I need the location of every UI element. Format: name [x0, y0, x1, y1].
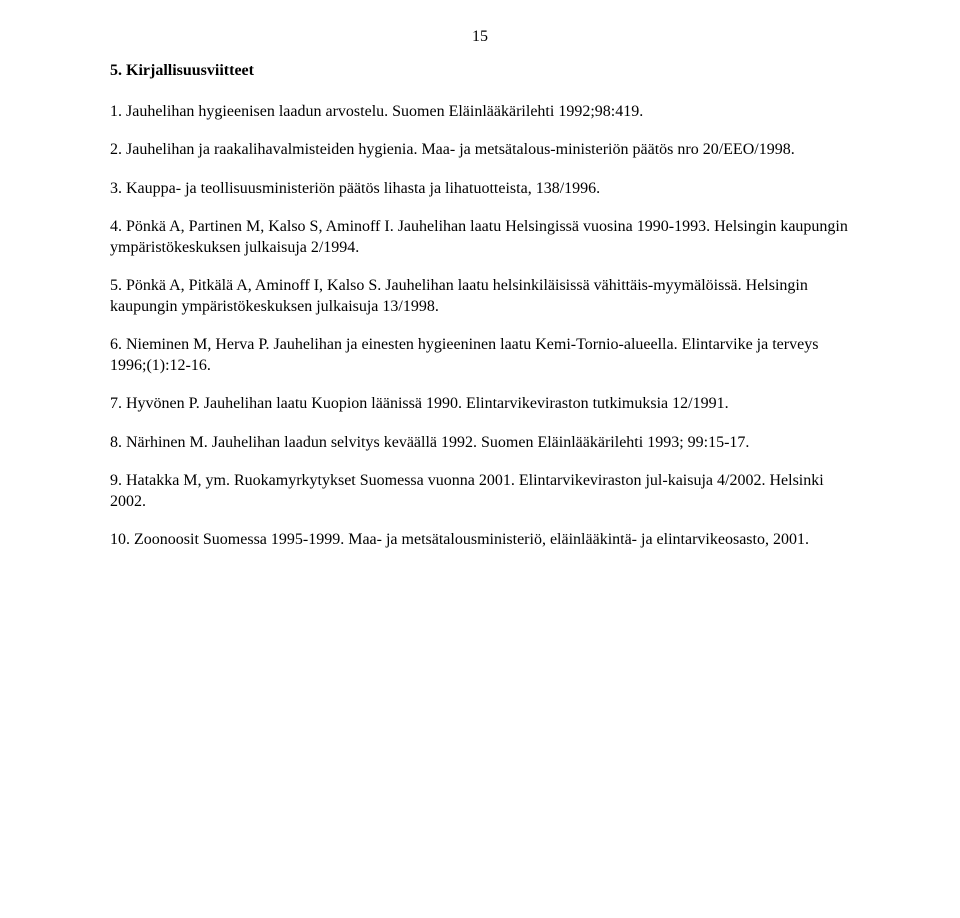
- section-heading: 5. Kirjallisuusviitteet: [110, 62, 850, 80]
- reference-item: 9. Hatakka M, ym. Ruokamyrkytykset Suome…: [110, 471, 850, 512]
- reference-item: 3. Kauppa- ja teollisuusministeriön päät…: [110, 179, 850, 199]
- page-number: 15: [110, 28, 850, 46]
- reference-item: 7. Hyvönen P. Jauhelihan laatu Kuopion l…: [110, 394, 850, 414]
- reference-item: 8. Närhinen M. Jauhelihan laadun selvity…: [110, 433, 850, 453]
- reference-item: 10. Zoonoosit Suomessa 1995-1999. Maa- j…: [110, 530, 850, 550]
- reference-item: 5. Pönkä A, Pitkälä A, Aminoff I, Kalso …: [110, 276, 850, 317]
- reference-item: 2. Jauhelihan ja raakalihavalmisteiden h…: [110, 140, 850, 160]
- document-page: 15 5. Kirjallisuusviitteet 1. Jauhelihan…: [0, 0, 960, 918]
- reference-item: 1. Jauhelihan hygieenisen laadun arvoste…: [110, 102, 850, 122]
- reference-item: 4. Pönkä A, Partinen M, Kalso S, Aminoff…: [110, 217, 850, 258]
- reference-item: 6. Nieminen M, Herva P. Jauhelihan ja ei…: [110, 335, 850, 376]
